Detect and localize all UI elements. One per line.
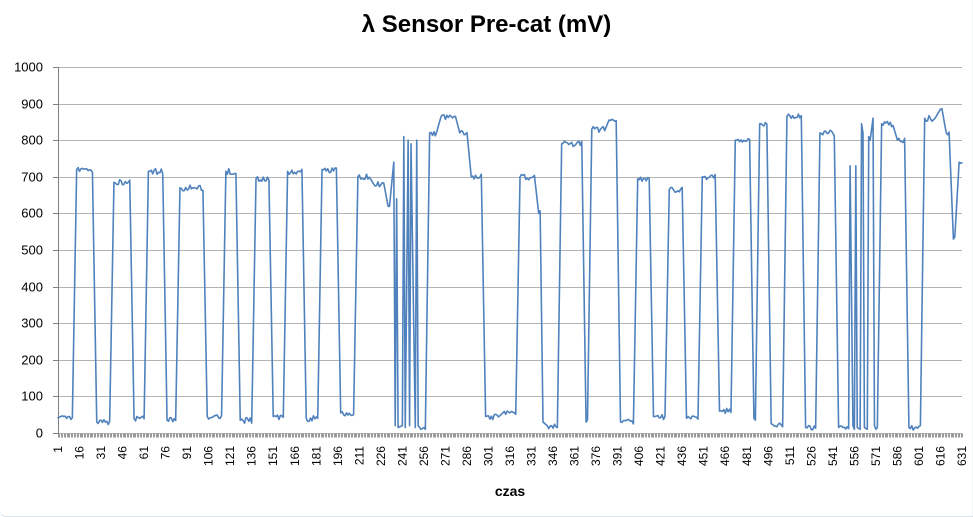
svg-text:czas: czas <box>495 483 526 499</box>
svg-text:346: 346 <box>546 446 560 466</box>
svg-text:400: 400 <box>21 280 43 295</box>
svg-text:436: 436 <box>675 446 689 466</box>
svg-text:481: 481 <box>740 446 754 466</box>
svg-text:601: 601 <box>912 446 926 466</box>
svg-text:211: 211 <box>352 446 366 465</box>
svg-text:586: 586 <box>890 446 904 466</box>
svg-text:496: 496 <box>761 446 775 466</box>
svg-text:526: 526 <box>804 446 818 466</box>
svg-text:301: 301 <box>481 446 495 466</box>
svg-text:511: 511 <box>783 446 797 465</box>
svg-text:361: 361 <box>568 446 582 466</box>
svg-text:466: 466 <box>718 446 732 466</box>
svg-text:500: 500 <box>21 243 43 258</box>
svg-text:700: 700 <box>21 170 43 185</box>
svg-text:616: 616 <box>933 446 947 466</box>
svg-text:556: 556 <box>847 446 861 466</box>
svg-text:31: 31 <box>94 446 108 460</box>
svg-text:316: 316 <box>503 446 517 466</box>
svg-text:16: 16 <box>73 446 87 460</box>
svg-text:300: 300 <box>21 316 43 331</box>
svg-text:106: 106 <box>202 446 216 466</box>
svg-text:271: 271 <box>438 446 452 466</box>
svg-text:241: 241 <box>395 446 409 466</box>
svg-text:256: 256 <box>417 446 431 466</box>
svg-text:391: 391 <box>611 446 625 466</box>
svg-text:331: 331 <box>525 446 539 466</box>
svg-text:631: 631 <box>955 446 969 466</box>
svg-text:226: 226 <box>374 446 388 466</box>
svg-text:100: 100 <box>21 389 43 404</box>
svg-text:1000: 1000 <box>14 60 43 75</box>
svg-text:121: 121 <box>223 446 237 466</box>
svg-text:1: 1 <box>51 446 65 453</box>
svg-text:900: 900 <box>21 97 43 112</box>
svg-text:151: 151 <box>266 446 280 466</box>
svg-text:451: 451 <box>697 446 711 466</box>
svg-text:61: 61 <box>137 446 151 460</box>
svg-text:91: 91 <box>180 446 194 460</box>
svg-text:200: 200 <box>21 353 43 368</box>
svg-text:136: 136 <box>245 446 259 466</box>
svg-text:421: 421 <box>654 446 668 466</box>
svg-text:0: 0 <box>36 426 43 441</box>
svg-text:541: 541 <box>826 446 840 466</box>
svg-text:571: 571 <box>869 446 883 466</box>
svg-text:600: 600 <box>21 206 43 221</box>
svg-text:196: 196 <box>331 446 345 466</box>
svg-text:181: 181 <box>309 446 323 466</box>
svg-text:166: 166 <box>288 446 302 466</box>
svg-text:376: 376 <box>589 446 603 466</box>
svg-text:286: 286 <box>460 446 474 466</box>
svg-text:800: 800 <box>21 133 43 148</box>
svg-text:76: 76 <box>159 446 173 460</box>
svg-text:406: 406 <box>632 446 646 466</box>
svg-text:46: 46 <box>116 446 130 460</box>
